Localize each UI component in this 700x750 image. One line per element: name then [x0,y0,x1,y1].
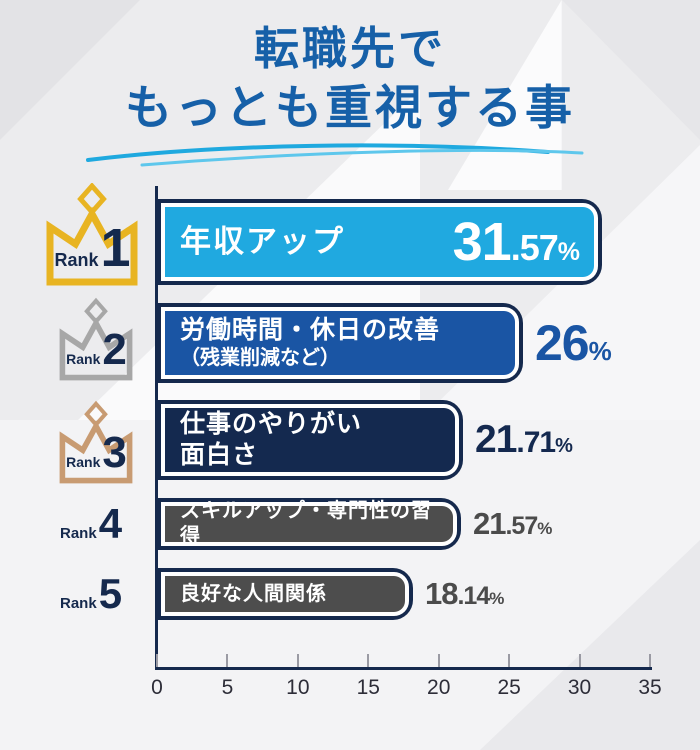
rank-badge: Rank 2 [56,297,136,383]
bar-category-label: 労働時間・休日の改善 （残業削減など） [180,315,440,371]
value-percent-sign: % [537,519,552,538]
rank-number: 5 [98,570,122,617]
bar-label-line: 年収アップ [180,223,345,259]
x-axis-tick-label: 10 [286,676,310,699]
bar-value: 31.57% [452,211,580,273]
rank-label: Rank [60,525,97,542]
rank-row: Rank 1 年収アップ 31.57% [0,182,700,286]
rank-label: Rank [60,595,97,612]
bar-category-label: スキルアップ・専門性の習得 [180,499,438,549]
title-line-2: もっとも重視する事 [125,80,575,134]
bar-line: 良好な人間関係 18.14% [157,568,504,620]
value-decimal: .71 [516,426,556,459]
x-axis-tick-label: 0 [151,676,163,699]
value-integer: 21 [475,418,517,461]
bar-label-line: 良好な人間関係 [180,582,327,605]
x-axis-line [155,667,652,670]
rank-row: Rank 4 スキルアップ・専門性の習得 21.57% [0,498,700,550]
value-decimal: .14 [457,582,490,610]
value-percent-sign: % [489,589,504,608]
x-axis-tick-label: 20 [427,676,451,699]
bar-line: 労働時間・休日の改善 （残業削減など） 26% [157,303,612,383]
rank-number: 3 [102,428,127,477]
y-axis-line [155,186,158,670]
bar-value: 18.14% [425,576,504,612]
rank-row: Rank 3 仕事のやりがい 面白さ 21.71% [0,400,700,484]
bar: 年収アップ 31.57% [157,199,602,285]
rank-badge: Rank 5 [60,568,140,620]
bar-category-label: 年収アップ [180,223,345,262]
crown-icon [42,182,142,287]
x-axis-tick [508,654,511,667]
rank-number: 2 [102,325,127,374]
x-axis-tick [649,654,651,667]
page-title: 転職先で もっとも重視する事 [0,20,700,138]
title-line-1: 転職先で [253,23,446,74]
x-axis-tick [437,654,440,667]
bar-value: 21.57% [473,506,552,542]
value-decimal: .57 [510,227,559,268]
rank-row: Rank 5 良好な人間関係 18.14% [0,568,700,620]
bar-category-label: 良好な人間関係 [180,582,327,607]
value-integer: 18 [425,576,458,611]
bar-line: スキルアップ・専門性の習得 21.57% [157,498,552,550]
rank-badge: Rank 1 [42,182,142,287]
value-integer: 21 [473,506,506,541]
bar-label-line: （残業削減など） [180,347,340,370]
rank-row: Rank 2 労働時間・休日の改善 （残業削減など） 26% [0,297,700,383]
bar-label-line: スキルアップ・専門性の習得 [180,500,432,547]
rank-badge: Rank 4 [60,498,140,550]
bar-line: 仕事のやりがい 面白さ 21.71% [157,400,573,480]
x-axis-tick-label: 30 [567,676,592,699]
value-percent-sign: % [588,336,612,366]
value-decimal: .57 [505,512,538,540]
x-axis-tick-label: 5 [221,676,234,699]
bar-label-line: 仕事のやりがい [180,409,363,438]
rank-label: Rank [54,250,99,270]
rank-label: Rank [66,351,101,367]
bar-value: 21.71% [475,418,573,462]
bar-category-label: 仕事のやりがい 面白さ [180,409,362,472]
crown-icon [56,297,136,383]
bar-line: 年収アップ 31.57% [157,199,602,285]
x-axis-tick [156,654,158,667]
bar-label-line: 労働時間・休日の改善 [180,315,441,344]
rank-number: 1 [100,218,130,278]
x-axis-tick-label: 15 [356,676,380,699]
bar: スキルアップ・専門性の習得 [157,498,461,550]
value-percent-sign: % [555,435,573,457]
rank-number: 4 [98,500,122,547]
value-integer: 26 [535,315,590,371]
x-axis-tick [226,654,229,667]
crown-icon [56,400,136,486]
bar: 仕事のやりがい 面白さ [157,400,463,480]
x-axis-tick-label: 25 [497,676,521,699]
rank-label: Rank [66,454,101,470]
value-integer: 31 [452,212,512,272]
bar: 労働時間・休日の改善 （残業削減など） [157,303,523,383]
bar-value: 26% [535,314,612,372]
x-axis-tick [578,654,581,667]
bar: 良好な人間関係 [157,568,413,620]
x-axis-tick-label: 35 [638,676,662,699]
bar-label-line: 面白さ [180,441,259,469]
x-axis-tick [367,654,370,667]
title-underline-swoosh [86,143,584,167]
value-percent-sign: % [557,238,580,266]
rank-badge: Rank 3 [56,400,136,486]
x-axis-tick [296,654,299,667]
